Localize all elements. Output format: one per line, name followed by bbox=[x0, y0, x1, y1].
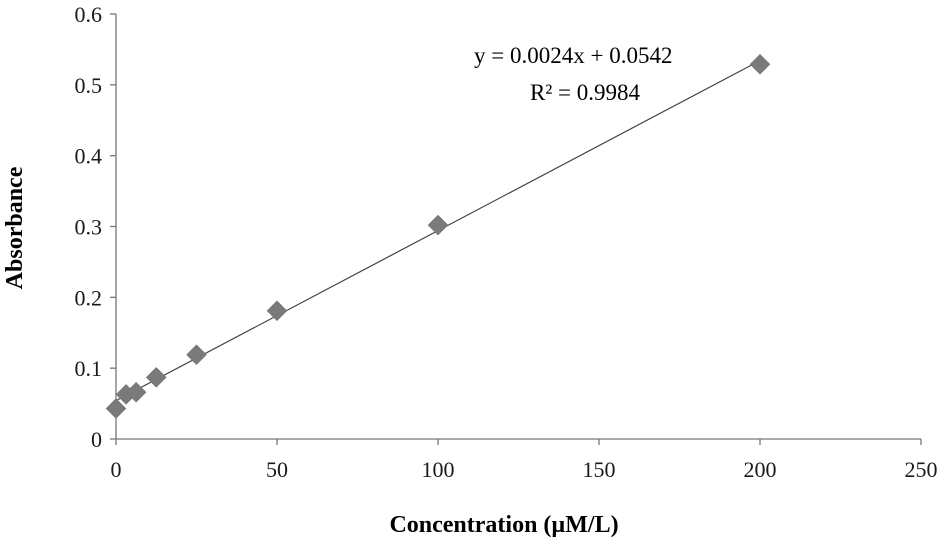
data-points bbox=[105, 53, 771, 419]
y-axis-ticks: 0 0.1 0.2 0.3 0.4 0.5 0.6 bbox=[75, 2, 116, 452]
y-tick-label: 0.5 bbox=[75, 73, 103, 98]
data-point-marker bbox=[125, 381, 147, 403]
data-point-marker bbox=[266, 300, 288, 322]
y-axis-title: Absorbance bbox=[2, 166, 28, 289]
y-tick-label: 0.1 bbox=[75, 356, 103, 381]
axes bbox=[115, 14, 921, 440]
y-tick-label: 0.6 bbox=[75, 2, 103, 27]
data-point-marker bbox=[145, 367, 167, 388]
x-tick-label: 100 bbox=[422, 457, 455, 482]
y-tick-label: 0 bbox=[91, 427, 102, 452]
x-tick-label: 50 bbox=[266, 457, 288, 482]
data-point-marker bbox=[105, 398, 127, 419]
x-tick-label: 250 bbox=[905, 457, 938, 482]
trendline-equation: y = 0.0024x + 0.0542 bbox=[474, 43, 672, 68]
y-tick-label: 0.4 bbox=[75, 144, 103, 169]
y-tick-label: 0.2 bbox=[75, 285, 103, 310]
x-tick-label: 0 bbox=[111, 457, 122, 482]
x-axis-title: Concentration (µM/L) bbox=[389, 512, 618, 538]
data-point-marker bbox=[749, 53, 771, 75]
x-tick-label: 200 bbox=[744, 457, 777, 482]
x-tick-label: 150 bbox=[583, 457, 616, 482]
x-axis-ticks: 0 50 100 150 200 250 bbox=[111, 439, 938, 482]
data-point-marker bbox=[427, 214, 449, 236]
r-squared-label: R² = 0.9984 bbox=[530, 80, 640, 105]
y-tick-label: 0.3 bbox=[75, 215, 103, 240]
data-point-marker bbox=[186, 344, 207, 366]
